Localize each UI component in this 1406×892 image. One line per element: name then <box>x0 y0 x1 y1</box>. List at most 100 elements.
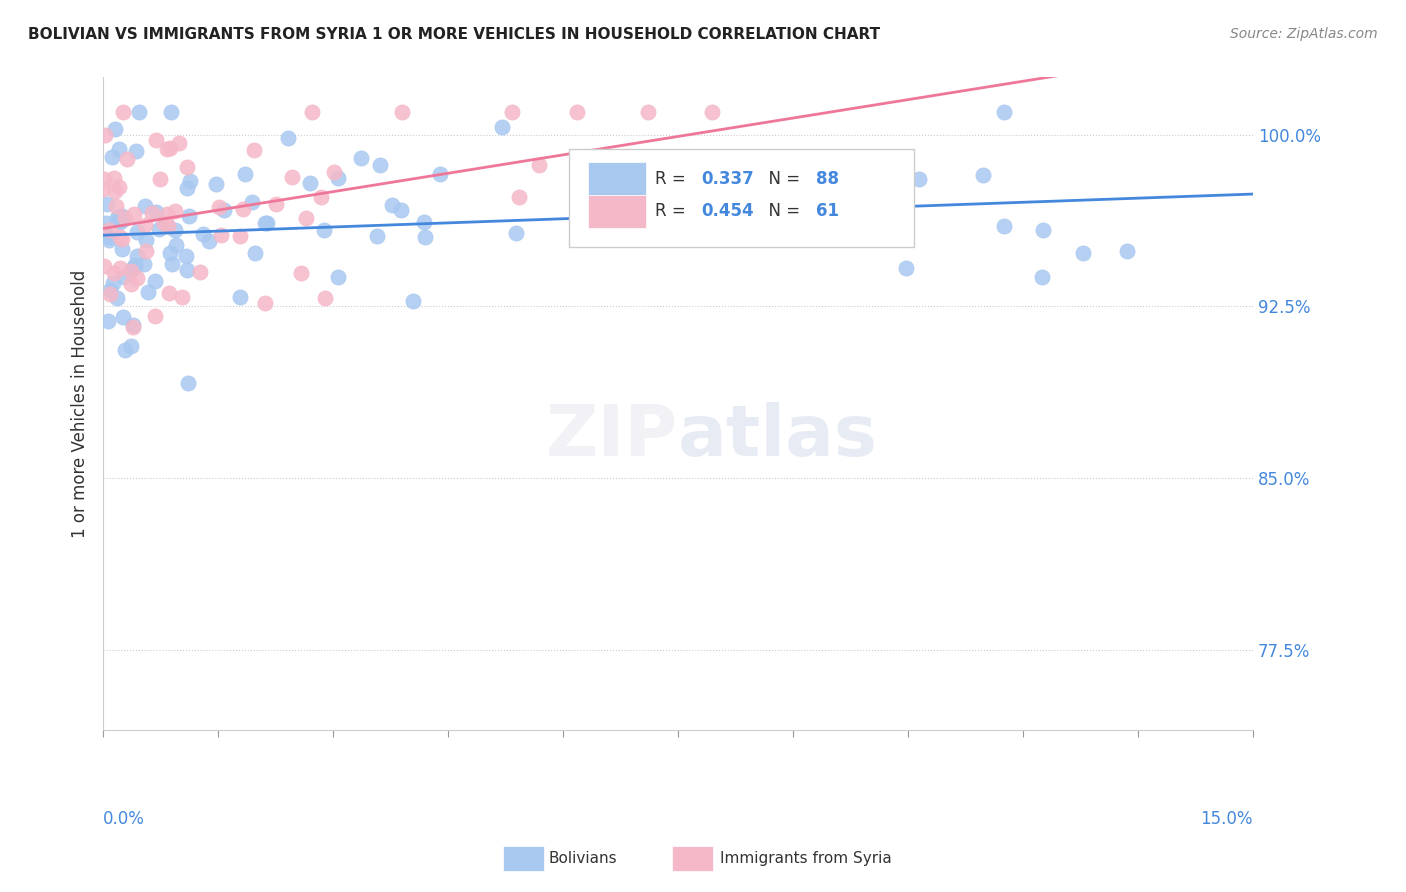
Point <box>176 181 198 195</box>
Point <box>626 170 648 185</box>
Text: 61: 61 <box>815 202 839 220</box>
Point <box>896 261 918 276</box>
Point <box>212 203 235 218</box>
Point <box>323 164 346 178</box>
Point <box>243 143 266 157</box>
Point <box>135 244 157 258</box>
Point <box>127 270 149 285</box>
Point <box>93 128 115 142</box>
Point <box>134 199 156 213</box>
Point <box>98 287 121 301</box>
FancyBboxPatch shape <box>569 149 914 247</box>
Point <box>165 237 187 252</box>
Point <box>290 266 312 280</box>
Point <box>312 222 335 236</box>
Point <box>125 249 148 263</box>
Point <box>1071 246 1094 260</box>
Point <box>429 167 451 181</box>
Point <box>256 216 278 230</box>
Text: Bolivians: Bolivians <box>548 851 617 865</box>
Point <box>240 195 263 210</box>
Text: 88: 88 <box>815 169 839 187</box>
Point <box>112 310 135 324</box>
Point <box>700 104 723 119</box>
Point <box>637 104 659 119</box>
Point <box>98 223 121 237</box>
Point <box>415 229 437 244</box>
Point <box>104 184 127 198</box>
Point <box>621 181 644 195</box>
Text: 0.454: 0.454 <box>702 202 754 220</box>
Point <box>505 226 527 240</box>
Point <box>138 285 160 299</box>
Point <box>107 142 129 156</box>
Point <box>299 176 322 190</box>
Point <box>114 211 136 225</box>
Point <box>908 171 931 186</box>
Point <box>122 207 145 221</box>
Point <box>176 376 198 390</box>
Point <box>170 290 193 304</box>
Point <box>228 229 250 244</box>
Point <box>328 171 350 186</box>
Point <box>101 277 124 291</box>
Point <box>309 190 332 204</box>
Point <box>132 257 155 271</box>
Point <box>508 190 530 204</box>
Point <box>125 145 148 159</box>
Point <box>205 178 228 192</box>
Point <box>502 104 524 119</box>
Text: R =: R = <box>655 169 690 187</box>
Point <box>233 168 256 182</box>
Point <box>128 104 150 119</box>
Point <box>104 122 127 136</box>
Point <box>111 232 134 246</box>
Point <box>124 258 146 272</box>
Point <box>112 269 135 284</box>
Point <box>229 290 252 304</box>
Point <box>97 233 120 247</box>
Point <box>366 228 388 243</box>
Point <box>156 219 179 233</box>
Text: R =: R = <box>655 202 690 220</box>
Point <box>105 291 128 305</box>
Point <box>94 226 117 240</box>
Point <box>135 233 157 247</box>
Text: atlas: atlas <box>678 402 877 471</box>
Point <box>159 104 181 119</box>
Point <box>117 153 139 167</box>
Point <box>391 104 413 119</box>
Point <box>93 172 115 186</box>
Text: 15.0%: 15.0% <box>1201 810 1253 828</box>
Point <box>105 211 128 226</box>
Point <box>176 263 198 277</box>
Point <box>993 219 1015 233</box>
Point <box>134 218 156 232</box>
Point <box>111 212 134 227</box>
Point <box>98 230 121 244</box>
Point <box>326 269 349 284</box>
Point <box>153 216 176 230</box>
Point <box>160 257 183 271</box>
Point <box>232 202 254 216</box>
Point <box>112 104 135 119</box>
FancyBboxPatch shape <box>588 162 645 195</box>
Point <box>93 259 115 273</box>
Point <box>277 131 299 145</box>
Point <box>159 245 181 260</box>
Point <box>314 291 336 305</box>
Point <box>148 222 170 236</box>
Point <box>209 227 232 242</box>
Point <box>165 223 187 237</box>
Point <box>103 266 125 280</box>
Point <box>179 173 201 187</box>
Point <box>107 209 129 223</box>
Point <box>174 249 197 263</box>
Point <box>155 217 177 231</box>
Text: Source: ZipAtlas.com: Source: ZipAtlas.com <box>1230 27 1378 41</box>
Point <box>96 197 118 211</box>
Point <box>127 226 149 240</box>
Point <box>254 216 277 230</box>
Point <box>676 190 699 204</box>
Point <box>176 160 198 174</box>
